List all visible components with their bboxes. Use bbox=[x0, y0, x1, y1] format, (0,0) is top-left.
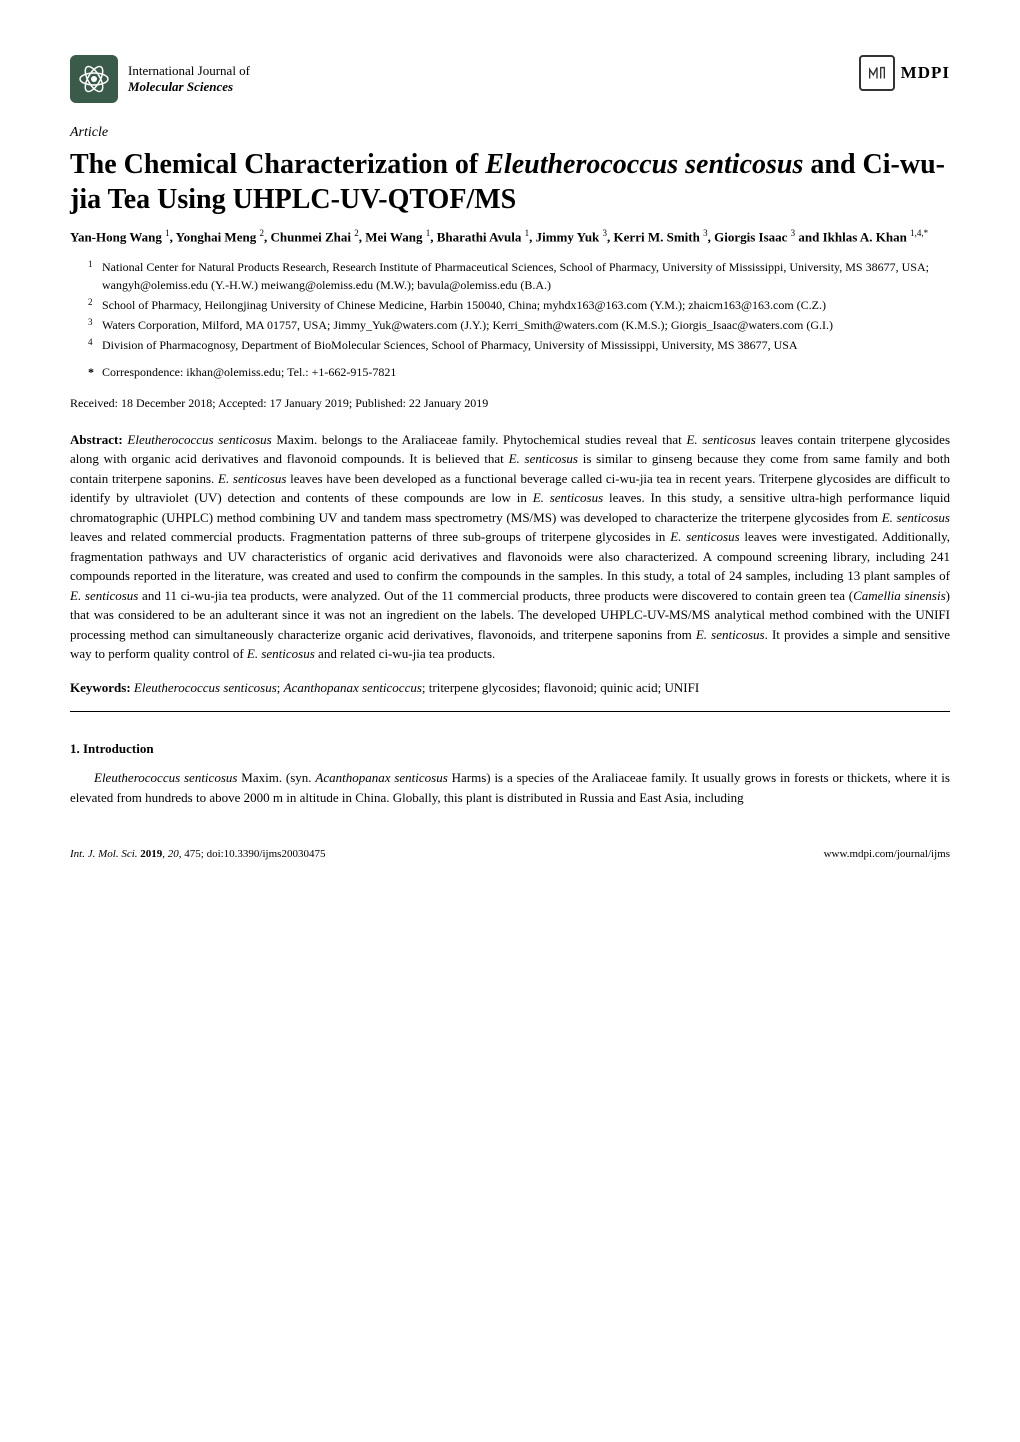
abstract: Abstract: Eleutherococcus senticosus Max… bbox=[70, 430, 950, 664]
affiliation-4: 4 Division of Pharmacognosy, Department … bbox=[88, 336, 950, 354]
correspondence-text: Correspondence: ikhan@olemiss.edu; Tel.:… bbox=[102, 364, 396, 381]
keywords-label: Keywords: bbox=[70, 680, 131, 695]
mdpi-icon bbox=[859, 55, 895, 91]
affiliation-3: 3 Waters Corporation, Milford, MA 01757,… bbox=[88, 316, 950, 334]
journal-title-block: International Journal of Molecular Scien… bbox=[128, 63, 250, 94]
abstract-label: Abstract: bbox=[70, 432, 123, 447]
abstract-text: Eleutherococcus senticosus Maxim. belong… bbox=[70, 432, 950, 662]
publisher-logo: MDPI bbox=[859, 55, 950, 91]
journal-name-line1: International Journal of bbox=[128, 63, 250, 79]
authors: Yan-Hong Wang 1, Yonghai Meng 2, Chunmei… bbox=[70, 227, 950, 247]
affiliations-block: 1 National Center for Natural Products R… bbox=[88, 258, 950, 354]
footer-citation: Int. J. Mol. Sci. 2019, 20, 475; doi:10.… bbox=[70, 847, 325, 862]
keywords-text: Eleutherococcus senticosus; Acanthopanax… bbox=[134, 680, 699, 695]
journal-icon bbox=[70, 55, 118, 103]
footer-row: Int. J. Mol. Sci. 2019, 20, 475; doi:10.… bbox=[70, 847, 950, 862]
affiliation-num: 4 bbox=[88, 336, 102, 354]
affiliation-1: 1 National Center for Natural Products R… bbox=[88, 258, 950, 294]
journal-name-line2: Molecular Sciences bbox=[128, 79, 250, 95]
publisher-text: MDPI bbox=[901, 61, 950, 85]
affiliation-num: 1 bbox=[88, 258, 102, 294]
affiliation-text: Division of Pharmacognosy, Department of… bbox=[102, 336, 950, 354]
journal-logo-block: International Journal of Molecular Scien… bbox=[70, 55, 250, 103]
section-1-heading: 1. Introduction bbox=[70, 740, 950, 758]
affiliation-num: 2 bbox=[88, 296, 102, 314]
affiliation-text: School of Pharmacy, Heilongjinag Univers… bbox=[102, 296, 950, 314]
section-1-body: Eleutherococcus senticosus Maxim. (syn. … bbox=[70, 768, 950, 807]
dates: Received: 18 December 2018; Accepted: 17… bbox=[70, 395, 950, 412]
separator-line bbox=[70, 711, 950, 712]
paper-title: The Chemical Characterization of Eleuthe… bbox=[70, 147, 950, 217]
affiliation-num: 3 bbox=[88, 316, 102, 334]
footer-url: www.mdpi.com/journal/ijms bbox=[824, 847, 950, 862]
keywords: Keywords: Eleutherococcus senticosus; Ac… bbox=[70, 678, 950, 698]
correspondence-star: * bbox=[88, 364, 102, 381]
article-type: Article bbox=[70, 123, 950, 143]
affiliation-text: Waters Corporation, Milford, MA 01757, U… bbox=[102, 316, 950, 334]
affiliation-2: 2 School of Pharmacy, Heilongjinag Unive… bbox=[88, 296, 950, 314]
atom-icon bbox=[76, 61, 112, 97]
affiliation-text: National Center for Natural Products Res… bbox=[102, 258, 950, 294]
correspondence-block: * Correspondence: ikhan@olemiss.edu; Tel… bbox=[88, 364, 950, 381]
header-row: International Journal of Molecular Scien… bbox=[70, 55, 950, 103]
